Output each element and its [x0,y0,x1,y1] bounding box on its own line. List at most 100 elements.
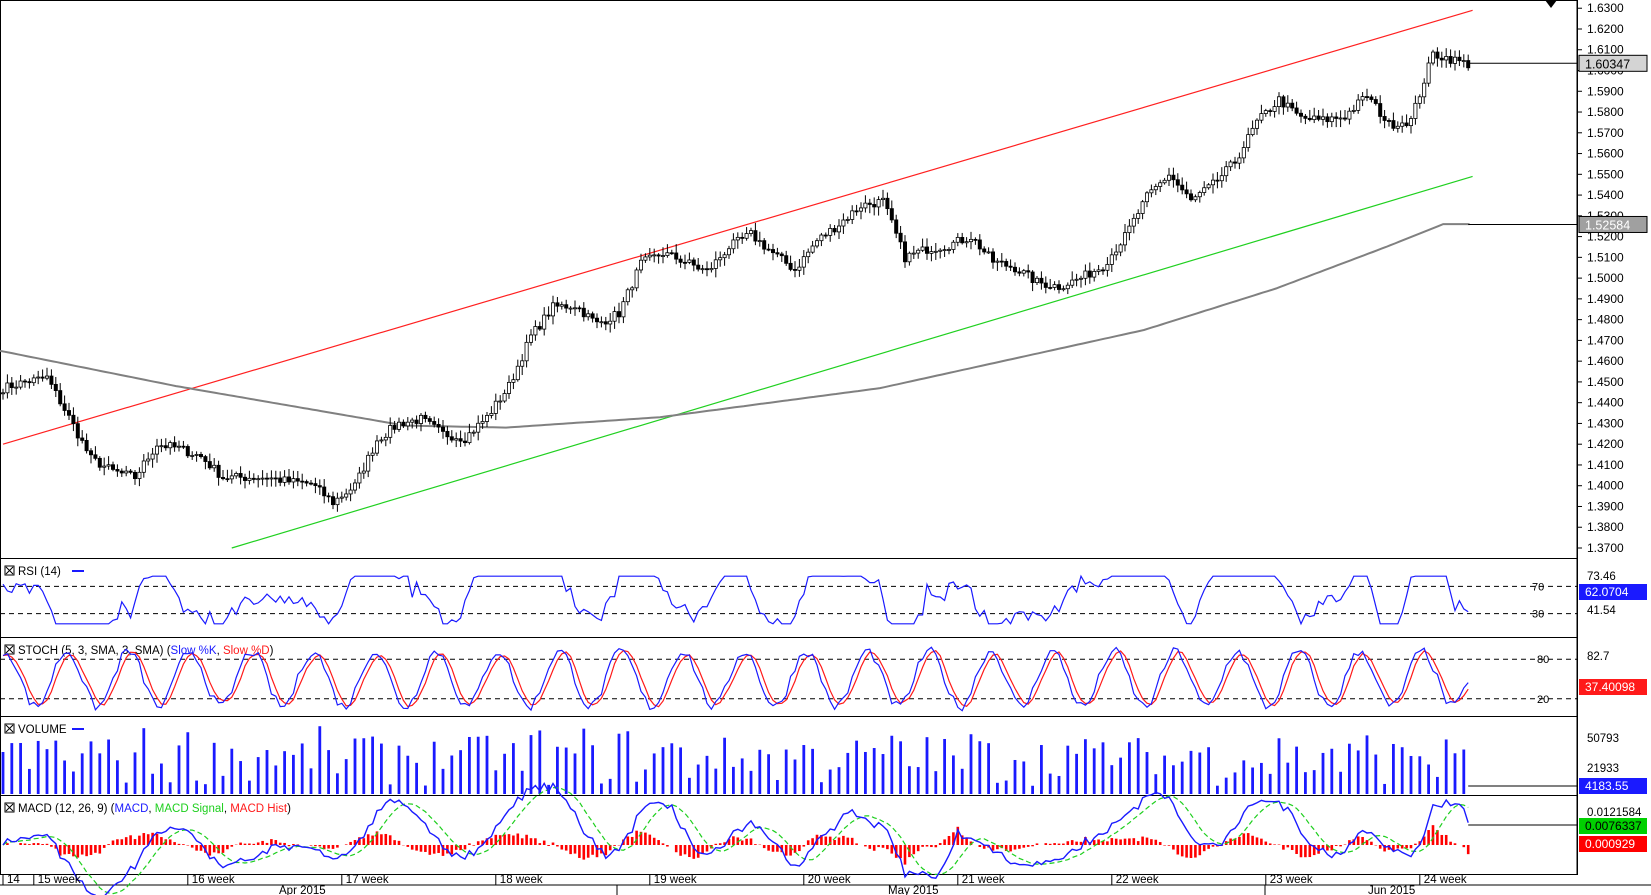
candle-body [1167,174,1172,181]
candle-body [154,445,159,455]
candle-body [1347,110,1352,120]
macd-hist-bar [1304,845,1307,858]
volume-bar [1260,762,1263,794]
macd-hist-bar [560,845,564,850]
candle-body [727,248,732,256]
macd-hist-bar [1101,840,1105,845]
macd-hist-bar [776,845,779,852]
candle-body [458,438,463,442]
candle-body [1021,270,1026,274]
macd-signal-line [2,786,1469,895]
candle-body [1255,119,1260,129]
candle-body [256,478,261,481]
stoch-level-label: 20 [1537,694,1549,706]
macd-hist-bar [1330,845,1334,851]
candle-body [1373,99,1378,104]
candle-body [194,454,199,456]
macd-hist-bar [798,845,801,852]
macd-hist-bar [270,839,273,845]
macd-hist-bar [322,845,326,850]
macd-hist-bar [982,845,986,849]
candle-body [1127,225,1132,234]
candle-body [401,421,406,427]
macd-hist-bar [1444,834,1448,845]
rsi-axis-label-low: 41.54 [1587,605,1616,617]
candle-body [630,287,635,291]
macd-hist-bar [613,845,616,846]
candle-body [1083,270,1088,279]
macd-hist-bar [327,845,330,849]
macd-hist-bar [639,831,643,845]
volume-bar [1172,765,1175,794]
price-tick-label: 1.4800 [1587,313,1624,327]
candle-body [625,289,630,303]
candle-body [225,478,230,481]
candle-body [731,239,736,250]
volume-bar [406,755,410,794]
volume-bar [1136,738,1140,794]
macd-hist-bar [138,835,141,845]
macd-hist-bar [943,839,946,845]
macd-hist-bar [1308,845,1312,858]
candle-body [1074,278,1079,281]
volume-bar [248,780,251,794]
candle-body [1153,186,1158,191]
candle-body [1052,284,1057,288]
macd-hist-bar [1462,845,1466,848]
price-tags: 1.60347 1.52584 [1468,54,1648,233]
macd-hist-bar [1123,838,1127,845]
macd-hist-bar [520,838,524,845]
macd-hist-bar [336,845,339,848]
macd-hist-bar [512,835,515,845]
macd-hist-bar [767,845,770,851]
macd-toggle-icon[interactable] [4,802,15,813]
macd-hist-bar [120,839,124,845]
macd-hist-bar [525,834,528,845]
volume-bar [1251,767,1254,794]
macd-hist-bar [714,843,718,845]
macd-hist-bar [278,842,282,845]
candle-body [238,473,243,478]
scroll-marker-icon[interactable] [1545,0,1557,8]
macd-hist-bar [547,845,550,846]
candle-body [348,489,353,495]
macd-hist-bar [820,834,823,845]
candle-body [449,436,454,441]
candle-body [1008,265,1013,268]
macd-hist-bar [490,838,493,845]
stoch-toggle-icon[interactable] [4,644,15,655]
macd-label: MACD (12, 26, 9) (MACD, MACD Signal, MAC… [18,803,291,815]
candle-body [141,460,146,473]
macd-hist-tag [1579,836,1647,852]
macd-hist-bar [692,845,696,859]
price-tick-label: 1.5800 [1587,105,1624,119]
candle-body [308,482,313,485]
macd-hist-bar [828,836,832,845]
volume-bar [538,730,542,794]
macd-hist-bar [846,837,850,845]
macd-hist-bar [19,843,22,845]
price-tick-label: 1.4700 [1587,333,1624,347]
macd-hist-bar [1268,843,1272,845]
candle-body [639,259,644,271]
volume-bar [309,768,313,794]
macd-hist-bar [542,840,546,845]
candle-body [806,251,811,258]
stoch-current-value: 37.40098 [1585,680,1635,694]
macd-hist-bar [556,845,559,847]
candle-body [951,241,956,250]
rsi-toggle-icon[interactable] [4,565,15,576]
candle-body [40,376,45,379]
candle-body [1048,287,1053,289]
candle-body [1453,56,1458,64]
volume-bar [740,758,744,794]
candle-body [643,256,648,261]
price-tick-label: 1.4100 [1587,458,1624,472]
candle-body [502,393,507,402]
candle-body [190,455,195,457]
week-label: 15 week [38,874,81,886]
candle-body [366,454,371,472]
volume-toggle-icon[interactable] [4,723,15,734]
macd-hist-bar [142,833,146,845]
macd-hist-bar [349,841,352,845]
